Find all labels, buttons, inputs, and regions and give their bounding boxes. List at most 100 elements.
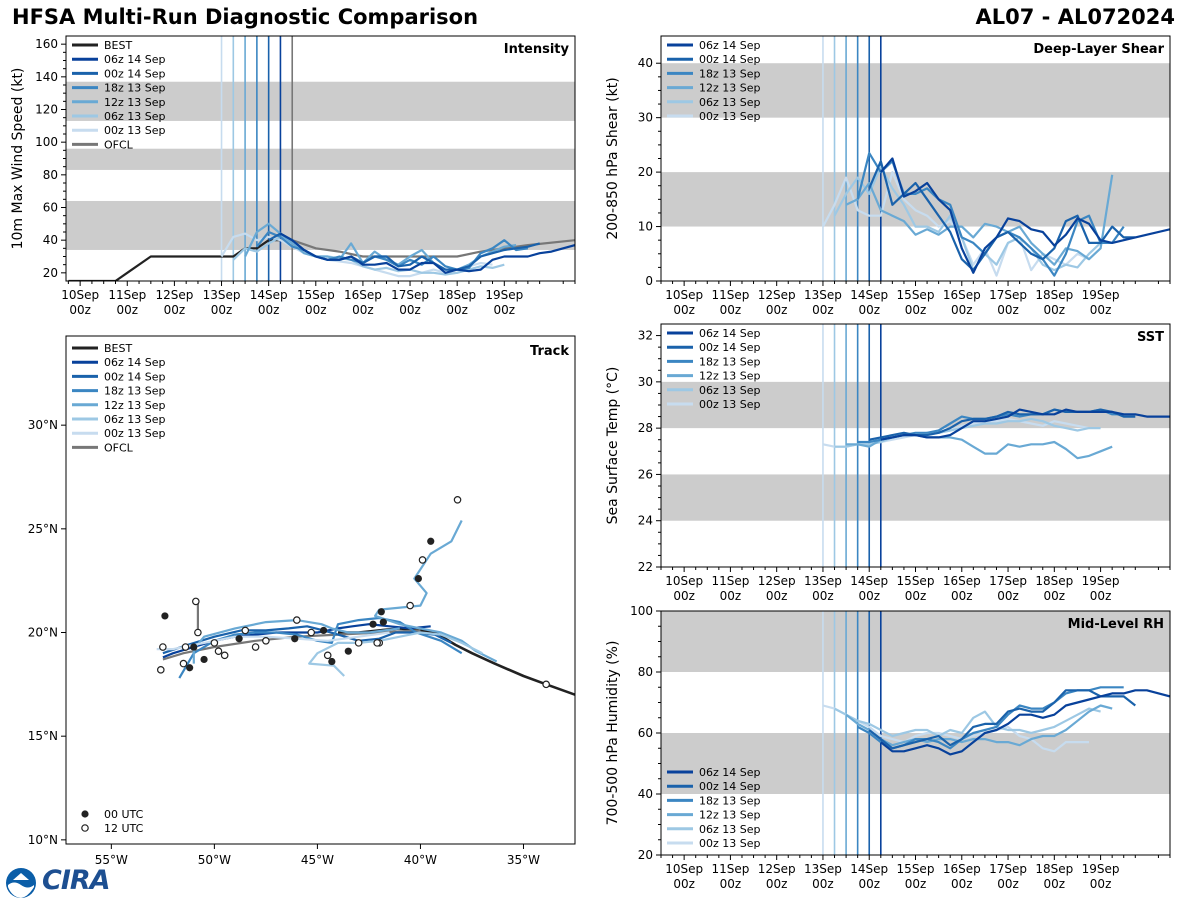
track-marker-12utc bbox=[323, 651, 332, 660]
shear-title: Deep-Layer Shear bbox=[1033, 42, 1164, 57]
rh-xtick-day: 12Sep bbox=[758, 862, 796, 876]
shear-xtick-hour: 00z bbox=[997, 303, 1019, 317]
shear-series-line bbox=[868, 160, 1136, 272]
track-marker-00utc bbox=[291, 635, 299, 643]
track-marker-12utc bbox=[406, 601, 414, 610]
intensity-legend-label: 12z 13 Sep bbox=[104, 96, 166, 109]
sst-xtick-day: 11Sep bbox=[711, 574, 749, 588]
rh-xtick-hour: 00z bbox=[905, 877, 927, 891]
sst-plot-area bbox=[661, 324, 1170, 567]
sst-panel: 22242628303210Sep00z11Sep00z12Sep00z13Se… bbox=[605, 323, 1171, 603]
intensity-ytick-label: 20 bbox=[43, 266, 58, 280]
intensity-xtick-hour: 00z bbox=[211, 303, 233, 317]
intensity-xtick-day: 18Sep bbox=[438, 288, 476, 302]
sst-xtick-hour: 00z bbox=[858, 589, 880, 603]
rh-xtick-hour: 00z bbox=[858, 877, 880, 891]
track-legend-label: 00z 14 Sep bbox=[104, 370, 166, 383]
track-marker-12utc bbox=[214, 647, 223, 655]
shear-series-line bbox=[879, 157, 1170, 274]
track-marker-00utc bbox=[190, 643, 198, 651]
sst-ytick-label: 26 bbox=[638, 467, 653, 481]
shear-xtick-day: 16Sep bbox=[943, 288, 981, 302]
intensity-legend-label: 18z 13 Sep bbox=[104, 82, 166, 95]
sst-legend-label: 12z 13 Sep bbox=[699, 370, 761, 383]
shear-xtick-day: 15Sep bbox=[897, 288, 935, 302]
shear-xtick-day: 11Sep bbox=[711, 288, 749, 302]
shear-xtick-day: 10Sep bbox=[665, 288, 703, 302]
rh-xtick-hour: 00z bbox=[720, 877, 742, 891]
cira-logo: CIRA bbox=[4, 865, 114, 900]
intensity-ytick-label: 160 bbox=[35, 37, 58, 51]
noaa-globe-icon bbox=[6, 868, 36, 898]
rh-ytick-label: 40 bbox=[638, 787, 653, 801]
track-ytick-label: 20°N bbox=[28, 626, 58, 640]
track-marker-legend-label: 12 UTC bbox=[104, 822, 144, 835]
rh-ylabel: 700-500 hPa Humidity (%) bbox=[605, 641, 621, 826]
shear-xtick-hour: 00z bbox=[951, 303, 973, 317]
sst-xtick-day: 19Sep bbox=[1082, 574, 1120, 588]
track-xtick-label: 50°W bbox=[198, 853, 231, 867]
track-legend-marker-00 bbox=[81, 810, 89, 818]
sst-xtick-day: 15Sep bbox=[897, 574, 935, 588]
rh-xtick-day: 13Sep bbox=[804, 862, 842, 876]
sst-xtick-hour: 00z bbox=[905, 589, 927, 603]
shear-xtick-day: 19Sep bbox=[1082, 288, 1120, 302]
track-marker-12utc bbox=[156, 666, 165, 674]
intensity-legend-label: 00z 14 Sep bbox=[104, 67, 166, 80]
sst-legend-label: 00z 13 Sep bbox=[699, 398, 761, 411]
intensity-legend-label: BEST bbox=[104, 39, 132, 52]
shear-xtick-day: 18Sep bbox=[1035, 288, 1073, 302]
track-legend-label: BEST bbox=[104, 342, 132, 355]
rh-xtick-day: 14Sep bbox=[850, 862, 888, 876]
track-marker-12utc bbox=[293, 616, 301, 624]
intensity-xtick-day: 13Sep bbox=[203, 288, 241, 302]
intensity-xtick-hour: 00z bbox=[258, 303, 280, 317]
rh-legend-label: 12z 13 Sep bbox=[699, 809, 761, 822]
track-ytick-label: 25°N bbox=[28, 522, 58, 536]
shear-ytick-label: 20 bbox=[638, 165, 653, 179]
track-marker-12utc bbox=[453, 496, 462, 504]
rh-series-line bbox=[833, 707, 1101, 738]
track-marker-12utc bbox=[354, 639, 363, 647]
intensity-ylabel: 10m Max Wind Speed (kt) bbox=[10, 68, 26, 250]
intensity-ytick-label: 80 bbox=[43, 168, 58, 182]
track-ytick-label: 30°N bbox=[28, 418, 58, 432]
rh-title: Mid-Level RH bbox=[1068, 617, 1164, 632]
rh-ytick-label: 80 bbox=[638, 665, 653, 679]
track-xtick-label: 45°W bbox=[301, 853, 334, 867]
track-panel: 55°W 50°W 45°W 40°W 35°W 10°N 15°N 20°N 25°N 30°N… bbox=[28, 335, 576, 867]
intensity-series-line bbox=[232, 235, 505, 276]
shear-ylabel: 200-850 hPa Shear (kt) bbox=[605, 77, 621, 239]
shear-panel: 01020304010Sep00z11Sep00z12Sep00z13Sep00… bbox=[605, 35, 1171, 317]
track-xtick-label: 35°W bbox=[507, 853, 540, 867]
rh-plot-area bbox=[661, 611, 1170, 855]
intensity-legend-label: 06z 13 Sep bbox=[104, 110, 166, 123]
intensity-xtick-day: 16Sep bbox=[344, 288, 382, 302]
track-legend-label: 12z 13 Sep bbox=[104, 399, 166, 412]
sst-xtick-hour: 00z bbox=[1090, 589, 1112, 603]
intensity-ytick-label: 100 bbox=[35, 135, 58, 149]
intensity-title: Intensity bbox=[504, 42, 570, 57]
rh-xtick-day: 17Sep bbox=[989, 862, 1027, 876]
track-marker-12utc bbox=[210, 639, 219, 647]
rh-series-line bbox=[822, 704, 1089, 753]
rh-ytick-label: 100 bbox=[630, 604, 653, 618]
shear-xtick-hour: 00z bbox=[858, 303, 880, 317]
rh-xtick-hour: 00z bbox=[997, 877, 1019, 891]
intensity-panel: 2040608010012014016010Sep00z11Sep00z12Se… bbox=[10, 35, 576, 317]
sst-legend-label: 18z 13 Sep bbox=[699, 355, 761, 368]
rh-legend-label: 00z 13 Sep bbox=[699, 837, 761, 850]
track-ytick-label: 10°N bbox=[28, 833, 58, 847]
sst-ytick-label: 32 bbox=[638, 329, 653, 343]
shear-xtick-day: 13Sep bbox=[804, 288, 842, 302]
sst-xtick-day: 13Sep bbox=[804, 574, 842, 588]
rh-legend-label: 18z 13 Sep bbox=[699, 794, 761, 807]
sst-series-line bbox=[834, 417, 1101, 448]
shear-ytick-label: 0 bbox=[645, 274, 653, 288]
track-marker-12utc bbox=[220, 651, 229, 660]
sst-ytick-label: 22 bbox=[638, 560, 653, 574]
intensity-xtick-hour: 00z bbox=[69, 303, 91, 317]
rh-xtick-day: 15Sep bbox=[897, 862, 935, 876]
sst-shaded-band bbox=[661, 474, 1170, 521]
track-marker-12utc bbox=[192, 597, 200, 606]
